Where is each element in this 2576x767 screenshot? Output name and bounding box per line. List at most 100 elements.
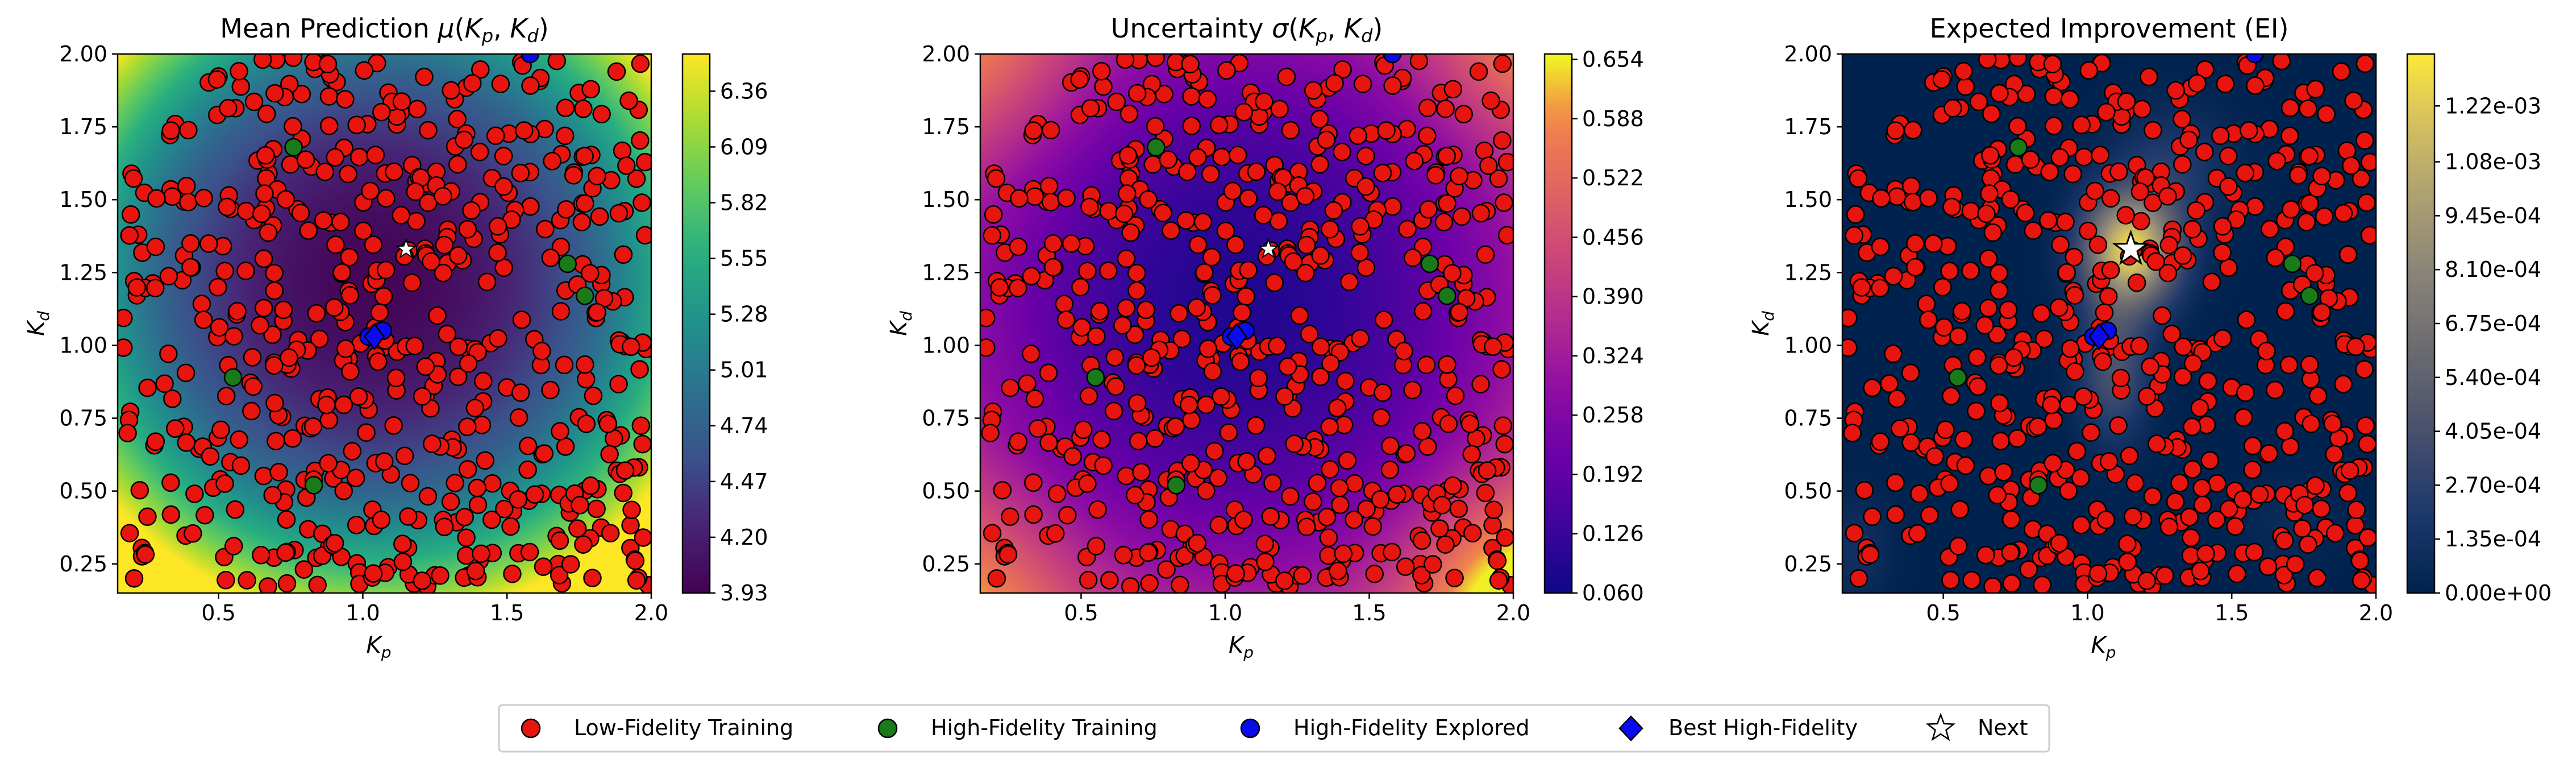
y-tick-label: 0.25 — [59, 552, 107, 577]
y-tick-label: 1.00 — [922, 333, 970, 358]
low-fidelity-point — [598, 414, 618, 433]
low-fidelity-point — [392, 206, 410, 225]
low-fidelity-point — [1388, 485, 1406, 504]
low-fidelity-point — [1062, 234, 1081, 253]
low-fidelity-point — [2143, 487, 2162, 506]
low-fidelity-point — [2356, 54, 2375, 73]
low-fidelity-point — [1044, 234, 1063, 253]
best-high-fidelity-marker — [364, 323, 385, 351]
low-fidelity-point — [633, 434, 651, 454]
low-fidelity-point — [231, 77, 250, 96]
low-fidelity-point — [1300, 325, 1319, 343]
low-fidelity-point — [2236, 164, 2255, 183]
low-fidelity-point — [435, 517, 454, 537]
y-tick-label: 0.75 — [59, 406, 107, 431]
low-fidelity-point — [1962, 571, 1981, 590]
low-fidelity-point — [325, 534, 344, 553]
low-fidelity-point — [226, 500, 245, 519]
low-fidelity-point — [509, 408, 528, 427]
low-fidelity-point — [1381, 437, 1400, 455]
low-fidelity-point — [1495, 193, 1513, 212]
low-fidelity-point — [1932, 70, 1951, 89]
low-fidelity-point — [1171, 575, 1189, 593]
low-fidelity-point — [1454, 105, 1474, 124]
low-fidelity-point — [1924, 234, 1943, 253]
low-fidelity-point — [2137, 387, 2157, 406]
low-fidelity-point — [1127, 264, 1146, 283]
colorbar-tick-label: 5.82 — [720, 190, 768, 215]
low-fidelity-point — [1469, 62, 1488, 81]
low-fidelity-point — [472, 544, 490, 563]
low-fidelity-point — [407, 212, 426, 231]
low-fidelity-point — [1198, 90, 1217, 109]
low-fidelity-point — [1843, 424, 1862, 442]
low-fidelity-point — [1842, 309, 1858, 327]
low-fidelity-point — [576, 355, 594, 374]
low-fidelity-point — [1304, 492, 1322, 511]
low-fidelity-point — [2325, 524, 2345, 543]
low-fidelity-point — [1383, 197, 1402, 216]
low-fidelity-point — [2159, 517, 2179, 537]
low-fidelity-point — [347, 516, 366, 534]
low-fidelity-point — [630, 360, 649, 379]
low-fidelity-point — [1094, 456, 1113, 475]
low-fidelity-point — [2356, 131, 2374, 150]
high-fidelity-explored-point — [2245, 54, 2265, 64]
low-fidelity-point — [2340, 461, 2359, 480]
low-fidelity-point — [2155, 566, 2174, 585]
low-fidelity-point — [2266, 380, 2284, 400]
low-fidelity-point — [1120, 104, 1139, 123]
low-fidelity-point — [476, 451, 494, 470]
low-fidelity-point — [1258, 446, 1276, 465]
low-fidelity-point — [1983, 223, 2003, 242]
low-fidelity-point — [138, 378, 157, 397]
low-fidelity-point — [147, 189, 166, 208]
low-fidelity-point — [1967, 348, 1987, 367]
high-fidelity-point — [2283, 254, 2302, 273]
low-fidelity-point — [1071, 277, 1090, 297]
low-fidelity-point — [2148, 434, 2166, 453]
low-fidelity-point — [1449, 499, 1468, 519]
low-fidelity-point — [1397, 444, 1416, 463]
low-fidelity-point — [2266, 248, 2285, 267]
low-fidelity-point — [556, 437, 575, 456]
low-fidelity-point — [1247, 162, 1266, 181]
low-fidelity-point — [448, 110, 467, 128]
low-fidelity-point — [1277, 68, 1296, 86]
low-fidelity-point — [1256, 552, 1275, 571]
low-fidelity-point — [291, 204, 310, 222]
low-fidelity-point — [1269, 212, 1288, 231]
low-fidelity-point — [1001, 378, 1019, 397]
low-fidelity-point — [2246, 76, 2265, 95]
low-fidelity-point — [366, 146, 385, 164]
low-fidelity-point — [532, 342, 551, 360]
low-fidelity-point — [511, 383, 530, 402]
low-fidelity-point — [1863, 507, 1882, 526]
low-fidelity-point — [581, 80, 600, 99]
low-fidelity-point — [1374, 383, 1392, 402]
low-fidelity-point — [1351, 217, 1370, 236]
low-fidelity-point — [267, 432, 285, 451]
low-fidelity-point — [428, 306, 447, 325]
low-fidelity-point — [1094, 77, 1113, 96]
low-fidelity-point — [1181, 55, 1200, 74]
low-fidelity-point — [408, 99, 427, 119]
low-fidelity-point — [2226, 517, 2245, 536]
low-fidelity-point — [2346, 337, 2365, 356]
low-fidelity-point — [1127, 393, 1147, 413]
y-tick-label: 1.75 — [922, 114, 970, 139]
low-fidelity-point — [550, 566, 569, 584]
low-fidelity-point — [1025, 187, 1044, 206]
low-fidelity-point — [627, 571, 646, 590]
low-fidelity-point — [2044, 454, 2062, 472]
low-fidelity-point — [340, 247, 359, 267]
low-fidelity-point — [1871, 237, 1890, 256]
low-fidelity-point — [1396, 557, 1415, 577]
low-fidelity-point — [120, 226, 139, 245]
low-fidelity-point — [127, 278, 147, 297]
low-fidelity-point — [1471, 204, 1491, 223]
low-fidelity-point — [1863, 378, 1882, 397]
low-fidelity-point — [308, 575, 327, 593]
low-fidelity-point — [1114, 204, 1134, 223]
low-fidelity-point — [242, 401, 261, 421]
